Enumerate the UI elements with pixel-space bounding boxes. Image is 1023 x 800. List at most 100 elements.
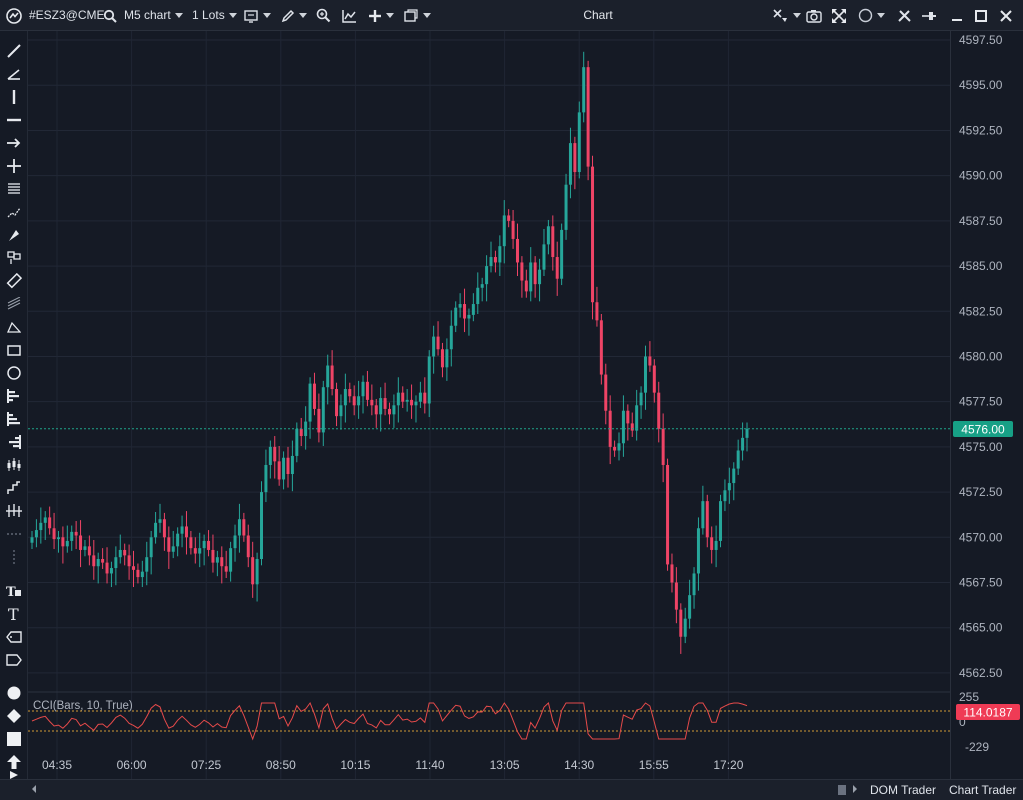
price-axis[interactable]: 4597.50 4595.00 4592.50 4590.00 4587.50 4585.… <box>950 31 1023 779</box>
candle <box>440 342 444 378</box>
candle <box>701 485 705 535</box>
candle <box>96 552 100 584</box>
window-layout-icon[interactable] <box>404 0 431 30</box>
candle <box>330 350 334 396</box>
window-title: Chart <box>583 8 613 22</box>
price-chart[interactable]: CCI(Bars, 10, True) 04:35 06:00 07:25 08:50… <box>28 31 950 779</box>
drawing-pencil-icon[interactable] <box>281 0 307 30</box>
arrow-up-marker-icon[interactable] <box>4 752 23 771</box>
chart-type-icon[interactable] <box>244 0 271 30</box>
candle <box>617 432 621 461</box>
candle <box>39 507 43 544</box>
indicators-icon[interactable] <box>342 0 357 30</box>
fibonacci-levels-icon[interactable] <box>4 179 23 198</box>
trend-line-icon[interactable] <box>4 41 23 60</box>
histogram-left-icon[interactable] <box>4 386 23 405</box>
price-label-icon[interactable] <box>4 627 23 646</box>
candle <box>498 235 502 277</box>
candle <box>158 503 162 533</box>
arrow-right-icon[interactable] <box>4 133 23 152</box>
current-price-label: 4576.00 <box>961 423 1005 437</box>
candle <box>224 550 228 578</box>
zoom-icon[interactable] <box>316 0 331 30</box>
fullscreen-icon[interactable] <box>831 0 847 30</box>
triangle-icon[interactable] <box>4 317 23 336</box>
candle <box>445 338 449 381</box>
price-axis-svg: 4597.50 4595.00 4592.50 4590.00 4587.50 4585.… <box>953 33 1020 754</box>
svg-text:T: T <box>6 585 16 598</box>
rectangle-icon[interactable] <box>4 340 23 359</box>
candle <box>582 51 586 123</box>
symbol-selector[interactable]: #ESZ3@CME <box>29 8 105 22</box>
parallel-channel-icon[interactable] <box>4 294 23 313</box>
indicator-label[interactable]: CCI(Bars, 10, True) <box>33 700 133 712</box>
maximize-icon[interactable] <box>975 0 987 30</box>
minimize-icon[interactable] <box>951 0 963 30</box>
close-icon[interactable] <box>1000 0 1012 30</box>
horizontal-scrollbar[interactable] <box>40 786 835 794</box>
candle <box>674 567 678 624</box>
candles-layer <box>30 51 749 654</box>
square-marker-icon[interactable] <box>4 729 23 748</box>
ray-tool-icon[interactable] <box>4 64 23 83</box>
candle <box>264 449 268 503</box>
chart-trader-tab[interactable]: Chart Trader <box>949 783 1017 797</box>
horizontal-line-icon[interactable] <box>4 110 23 129</box>
timeframe-dropdown[interactable]: M5 chart <box>124 0 183 30</box>
price-tick-label: 4585.00 <box>959 259 1003 273</box>
tag-label-icon[interactable] <box>4 650 23 669</box>
vertical-line-icon[interactable] <box>4 87 23 106</box>
candles-tool-icon[interactable] <box>4 455 23 474</box>
app-logo-icon[interactable] <box>6 0 22 30</box>
scroll-right-icon[interactable] <box>851 780 859 800</box>
diamond-marker-icon[interactable] <box>4 706 23 725</box>
candle <box>277 445 281 486</box>
add-plus-icon[interactable] <box>368 0 394 30</box>
candle <box>551 215 555 271</box>
more-tools-icon[interactable] <box>4 771 23 779</box>
lots-dropdown[interactable]: 1 Lots <box>192 0 237 30</box>
candle <box>630 412 634 437</box>
step-line-icon[interactable] <box>4 478 23 497</box>
gann-fan-icon[interactable] <box>4 248 23 267</box>
candle <box>79 520 83 568</box>
svg-text:T: T <box>8 606 19 622</box>
dom-trader-tab[interactable]: DOM Trader <box>870 783 937 797</box>
symbol-search-icon[interactable] <box>103 0 117 30</box>
cci-value-label: 114.0187 <box>963 706 1012 720</box>
circle-marker-icon[interactable] <box>4 683 23 702</box>
text-lock-icon[interactable]: T <box>4 581 23 600</box>
candle <box>198 532 202 568</box>
candle <box>357 380 361 419</box>
theme-circle-icon[interactable] <box>858 0 885 30</box>
time-tick-label: 07:25 <box>191 758 221 772</box>
bars-tool-icon[interactable] <box>4 501 23 520</box>
candle <box>162 512 166 551</box>
polyline-icon[interactable] <box>4 202 23 221</box>
scrollbar-thumb[interactable] <box>838 785 846 795</box>
candle <box>282 451 286 490</box>
tools-wrench-icon[interactable] <box>897 0 912 30</box>
time-tick-label: 17:20 <box>713 758 743 772</box>
candle <box>511 210 515 249</box>
candle <box>352 385 356 416</box>
candle <box>599 313 603 385</box>
candle <box>379 387 383 432</box>
scroll-left-icon[interactable] <box>30 780 38 800</box>
bottom-bar: DOM Trader Chart Trader <box>0 779 1023 800</box>
text-tool-icon[interactable]: T <box>4 604 23 623</box>
ruler-icon[interactable] <box>4 271 23 290</box>
ellipse-icon[interactable] <box>4 363 23 382</box>
candle <box>392 394 396 428</box>
price-tick-label: 4577.50 <box>959 395 1003 409</box>
crosshair-icon[interactable] <box>773 0 801 30</box>
crosshair-line-icon[interactable] <box>4 156 23 175</box>
histogram-right-icon[interactable] <box>4 432 23 451</box>
volume-profile-icon[interactable] <box>4 409 23 428</box>
camera-icon[interactable] <box>806 0 822 30</box>
price-tick-label: 4570.00 <box>959 530 1003 544</box>
candle <box>467 308 471 336</box>
pitchfork-icon[interactable] <box>4 225 23 244</box>
pin-icon[interactable] <box>921 0 937 30</box>
chevron-down-icon <box>793 13 801 19</box>
